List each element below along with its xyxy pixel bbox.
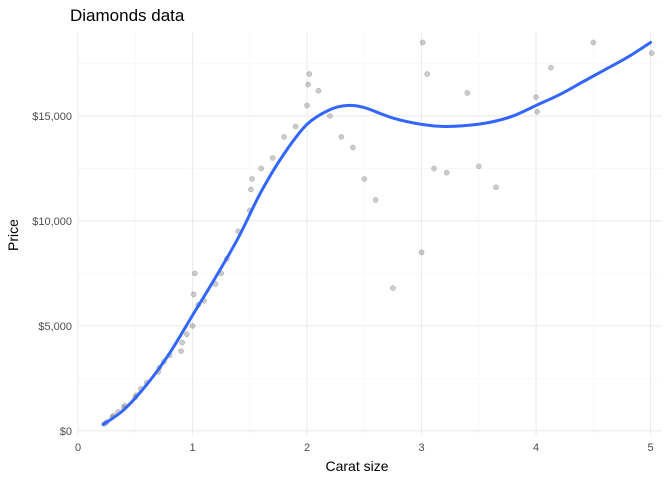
data-point xyxy=(190,291,197,298)
data-point xyxy=(431,165,437,172)
data-point xyxy=(533,94,539,100)
data-point xyxy=(475,163,482,170)
data-point xyxy=(191,270,198,277)
y-tick-label: $10,000 xyxy=(32,216,72,228)
data-point xyxy=(258,165,265,172)
data-point xyxy=(183,331,190,338)
data-point xyxy=(306,71,313,77)
x-tick-label: 3 xyxy=(418,442,424,454)
data-point xyxy=(648,50,655,56)
data-point xyxy=(548,64,554,71)
x-tick-label: 1 xyxy=(189,442,195,454)
data-point xyxy=(361,176,368,182)
minor-gridlines xyxy=(78,32,662,435)
x-tick-label: 5 xyxy=(647,442,653,454)
data-point xyxy=(305,81,312,88)
data-point xyxy=(464,90,471,96)
x-tick-labels: 0 1 2 3 4 5 xyxy=(75,442,654,454)
data-point xyxy=(179,339,186,346)
data-point xyxy=(249,176,255,182)
y-tick-label: $15,000 xyxy=(32,111,72,123)
smooth-fit-line xyxy=(101,40,653,427)
data-point xyxy=(269,155,276,161)
data-point xyxy=(349,144,356,151)
y-tick-labels: $0 $5,000 $10,000 $15,000 xyxy=(32,111,72,438)
data-point xyxy=(189,323,196,329)
data-point xyxy=(292,123,299,130)
x-tick-label: 4 xyxy=(533,442,539,454)
data-point xyxy=(281,134,287,140)
data-point xyxy=(424,71,431,77)
data-point xyxy=(534,108,541,115)
chart-title: Diamonds data xyxy=(70,6,185,25)
x-tick-label: 2 xyxy=(304,442,310,454)
data-point xyxy=(390,285,396,291)
y-tick-label: $0 xyxy=(60,426,72,438)
x-tick-label: 0 xyxy=(75,442,81,454)
data-point xyxy=(419,39,426,46)
data-point xyxy=(418,249,425,256)
major-gridlines xyxy=(77,32,662,435)
data-point xyxy=(338,134,345,140)
data-point xyxy=(178,348,184,354)
x-axis-title: Carat size xyxy=(325,458,388,474)
data-point xyxy=(315,87,322,94)
data-point xyxy=(493,184,499,191)
y-tick-label: $5,000 xyxy=(38,321,72,333)
data-point xyxy=(372,197,379,203)
y-axis-title: Price xyxy=(5,219,21,251)
data-point xyxy=(590,39,597,46)
data-point xyxy=(304,102,310,109)
data-point xyxy=(248,186,254,193)
data-point xyxy=(443,169,450,176)
data-points xyxy=(101,39,655,427)
smooth-line-layer xyxy=(101,40,653,427)
data-point xyxy=(327,113,333,119)
